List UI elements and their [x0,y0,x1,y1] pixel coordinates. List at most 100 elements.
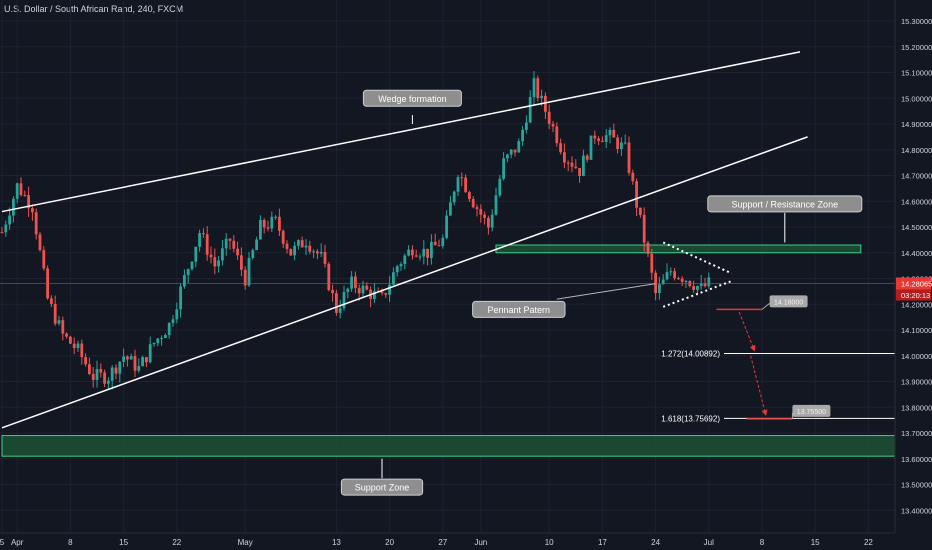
last-price-badge [896,277,931,290]
candle-body [126,356,129,360]
candle-body [593,135,597,139]
candle-body [31,208,34,213]
callout-support-zone: Support Zone [340,478,424,496]
candle-body [525,122,528,130]
candle-body [699,283,703,287]
candle-body [521,129,524,142]
candle-body [171,319,175,323]
time-tick: Jun [474,538,487,547]
callout-text: Support Zone [355,483,410,493]
candle-body [528,97,532,123]
candle-body [50,298,53,304]
candle-body [12,198,15,216]
price-tick: 14.00000 [901,352,932,361]
candle-body [692,286,695,290]
candle-body [236,248,239,256]
candle-body [346,288,350,293]
time-tick: 13 [332,538,341,547]
candle-body [673,271,676,279]
candle-body [574,166,578,169]
price-axis[interactable]: 15.30000 15.20000 15.10000 15.00000 14.90000… [894,0,932,550]
callout-text: Pennant Patern [488,305,551,315]
candle-body [487,217,490,228]
candle-body [680,278,684,282]
callout-box [362,89,462,107]
candle-body [456,177,460,192]
candle-body [646,242,650,254]
candle-body [608,129,612,136]
candle-body [475,207,479,210]
candle-body [72,343,76,349]
candle-body [684,280,688,282]
candle-body [654,272,657,294]
candle-body [42,250,46,269]
candle-body [69,336,72,344]
candle-body [441,237,445,247]
target-1-tag-label: 14.18000 [774,299,803,306]
candle-body [251,250,255,259]
candle-body [194,246,198,262]
projection-arrow-1 [738,311,756,352]
candle-body [490,214,494,228]
candle-body [411,249,414,256]
price-tick: 13.70000 [901,429,932,438]
time-tick: 20 [385,538,394,547]
time-tick: 15 [811,538,820,547]
fib-level-1618-label: 1.618(13.75692) [661,414,720,423]
candle-body [213,257,217,267]
candle-body [422,248,426,257]
time-axis[interactable]: 5 Apr 8 15 22 May 13 20 27 Jun 10 17 24 Jul 8 15 22 [0,532,895,550]
price-tick: 15.20000 [901,43,932,52]
price-tick: 14.60000 [901,197,932,206]
time-tick: 24 [651,538,660,547]
callout-box [472,300,566,318]
time-tick: Jul [704,538,714,547]
candle-body [202,233,205,235]
candle-body [449,202,452,216]
candle-body [327,263,331,291]
candle-body [224,238,228,249]
candle-body [76,343,80,349]
time-tick: 5 [0,538,5,547]
candle-body [91,373,95,380]
candle-body [620,142,623,150]
candle-body [696,286,699,290]
candle-body [601,140,604,142]
candle-body [616,137,619,150]
candle-body [240,255,243,270]
callout-pennant-pattern: Pennant Patern [472,300,566,318]
candle-body [38,234,42,251]
price-tick: 13.80000 [901,403,932,412]
candle-body [300,240,304,248]
candle-body [114,367,118,374]
candle-body [0,232,4,234]
candle-body [4,224,8,233]
candle-body [430,241,433,258]
candle-body [513,149,517,153]
candle-body [133,356,137,371]
candle-body [506,154,509,159]
candle-body [707,277,711,287]
candle-body [498,178,502,196]
candle-body [95,369,99,380]
price-tick: 13.40000 [901,506,932,515]
candle-body [53,303,57,324]
candle-body [612,129,616,138]
time-tick: 22 [864,538,873,547]
candle-body [335,293,338,313]
candle-body [198,233,201,247]
candle-body [285,243,289,249]
candle-body [247,258,251,286]
time-tick: 8 [760,538,765,547]
candle-body [639,207,642,215]
candle-body [395,266,399,273]
time-tick: 17 [598,538,607,547]
candle-body [703,283,707,287]
time-tick: 10 [545,538,554,547]
candle-body [631,172,635,182]
candle-body [399,264,403,267]
candle-body [650,253,654,273]
price-tick: 14.20000 [901,300,932,309]
candle-body [414,255,418,257]
